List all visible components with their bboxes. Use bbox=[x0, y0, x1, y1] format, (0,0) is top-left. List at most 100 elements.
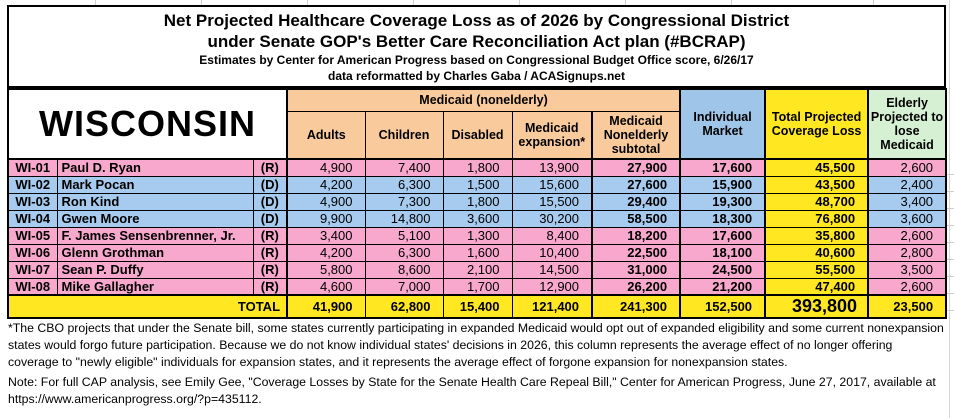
title-line-1: Net Projected Healthcare Coverage Loss a… bbox=[163, 11, 790, 30]
subtotal-cell: 58,500 bbox=[591, 209, 681, 228]
adults-cell: 5,800 bbox=[286, 260, 366, 279]
individual-market-cell: 21,200 bbox=[679, 277, 766, 296]
children-cell: 8,600 bbox=[364, 260, 444, 279]
gridline bbox=[519, 0, 520, 5]
individual-market-cell: 18,100 bbox=[679, 243, 766, 262]
expansion-cell: 8,400 bbox=[511, 226, 593, 245]
gridline bbox=[731, 0, 732, 5]
medicaid-group-header: Medicaid (nonelderly) bbox=[286, 88, 681, 112]
gridline bbox=[95, 0, 96, 5]
coverage-loss-table: WISCONSIN Medicaid (nonelderly) Individu… bbox=[7, 88, 948, 319]
children-cell: 7,400 bbox=[364, 158, 444, 177]
rep-name-cell: Mark Pocan bbox=[56, 175, 254, 194]
total-loss-cell: 43,500 bbox=[764, 175, 869, 194]
disabled-cell: 1,500 bbox=[442, 175, 513, 194]
children-cell: 7,300 bbox=[364, 192, 444, 211]
children-cell: 6,300 bbox=[364, 243, 444, 262]
elderly-cell: 2,600 bbox=[867, 226, 947, 245]
disabled-cell: 1,300 bbox=[442, 226, 513, 245]
adults-cell: 4,900 bbox=[286, 158, 366, 177]
col-header-individual-market: Individual Market bbox=[679, 88, 766, 160]
disabled-cell: 1,800 bbox=[442, 158, 513, 177]
subtotal-cell: 31,000 bbox=[591, 260, 681, 279]
rep-name-cell: F. James Sensenbrenner, Jr. bbox=[56, 226, 254, 245]
adults-cell: 4,900 bbox=[286, 192, 366, 211]
rep-name-cell: Gwen Moore bbox=[56, 209, 254, 228]
individual-market-cell: 17,600 bbox=[679, 226, 766, 245]
total-loss-cell: 40,600 bbox=[764, 243, 869, 262]
party-cell: (R) bbox=[252, 158, 288, 177]
total-subtotal-cell: 241,300 bbox=[591, 294, 681, 319]
district-cell: WI-04 bbox=[7, 209, 58, 228]
expansion-cell: 13,900 bbox=[511, 158, 593, 177]
subtotal-cell: 27,600 bbox=[591, 175, 681, 194]
district-row: WI-02 Mark Pocan (D) 4,200 6,300 1,500 1… bbox=[7, 175, 947, 194]
elderly-cell: 2,600 bbox=[867, 158, 947, 177]
total-loss-cell: 47,400 bbox=[764, 277, 869, 296]
children-cell: 5,100 bbox=[364, 226, 444, 245]
party-cell: (R) bbox=[252, 226, 288, 245]
expansion-cell: 30,200 bbox=[511, 209, 593, 228]
individual-market-cell: 17,600 bbox=[679, 158, 766, 177]
total-disabled-cell: 15,400 bbox=[442, 294, 513, 319]
district-row: WI-08 Mike Gallagher (R) 4,600 7,000 1,7… bbox=[7, 277, 947, 296]
adults-cell: 9,900 bbox=[286, 209, 366, 228]
adults-cell: 4,200 bbox=[286, 175, 366, 194]
gridline bbox=[873, 0, 874, 5]
subtitle-line-2: data reformatted by Charles Gaba / ACASi… bbox=[328, 69, 625, 83]
party-cell: (D) bbox=[252, 175, 288, 194]
individual-market-cell: 15,900 bbox=[679, 175, 766, 194]
gridline bbox=[201, 0, 202, 5]
total-expansion-cell: 121,400 bbox=[511, 294, 593, 319]
col-header-children: Children bbox=[364, 110, 444, 160]
col-header-adults: Adults bbox=[286, 110, 366, 160]
district-row: WI-07 Sean P. Duffy (R) 5,800 8,600 2,10… bbox=[7, 260, 947, 279]
total-loss-cell: 76,800 bbox=[764, 209, 869, 228]
district-row: WI-01 Paul D. Ryan (R) 4,900 7,400 1,800… bbox=[7, 158, 947, 177]
adults-cell: 4,200 bbox=[286, 243, 366, 262]
district-cell: WI-06 bbox=[7, 243, 58, 262]
rep-name-cell: Ron Kind bbox=[56, 192, 254, 211]
total-children-cell: 62,800 bbox=[364, 294, 444, 319]
expansion-cell: 14,500 bbox=[511, 260, 593, 279]
col-header-subtotal: Medicaid Nonelderly subtotal bbox=[591, 110, 681, 160]
individual-market-cell: 19,300 bbox=[679, 192, 766, 211]
disabled-cell: 3,600 bbox=[442, 209, 513, 228]
district-row: WI-04 Gwen Moore (D) 9,900 14,800 3,600 … bbox=[7, 209, 947, 228]
title-block: Net Projected Healthcare Coverage Loss a… bbox=[7, 5, 946, 88]
subtotal-cell: 29,400 bbox=[591, 192, 681, 211]
elderly-cell: 2,600 bbox=[867, 277, 947, 296]
gridline bbox=[307, 0, 308, 5]
elderly-cell: 3,400 bbox=[867, 192, 947, 211]
state-name-cell: WISCONSIN bbox=[7, 88, 288, 160]
expansion-cell: 10,400 bbox=[511, 243, 593, 262]
party-cell: (D) bbox=[252, 209, 288, 228]
total-loss-cell: 45,500 bbox=[764, 158, 869, 177]
rep-name-cell: Sean P. Duffy bbox=[56, 260, 254, 279]
elderly-cell: 2,400 bbox=[867, 175, 947, 194]
header-row-top: WISCONSIN Medicaid (nonelderly) Individu… bbox=[7, 88, 947, 160]
total-individual-cell: 152,500 bbox=[679, 294, 766, 319]
col-header-total-loss: Total Projected Coverage Loss bbox=[764, 88, 869, 160]
col-header-disabled: Disabled bbox=[442, 110, 513, 160]
subtotal-cell: 27,900 bbox=[591, 158, 681, 177]
district-row: WI-06 Glenn Grothman (R) 4,200 6,300 1,6… bbox=[7, 243, 947, 262]
gridline bbox=[947, 158, 954, 314]
individual-market-cell: 24,500 bbox=[679, 260, 766, 279]
title-line-2: under Senate GOP's Better Care Reconcili… bbox=[207, 32, 746, 51]
total-adults-cell: 41,900 bbox=[286, 294, 366, 319]
elderly-cell: 3,600 bbox=[867, 209, 947, 228]
children-cell: 6,300 bbox=[364, 175, 444, 194]
col-header-expansion: Medicaid expansion* bbox=[511, 110, 593, 160]
district-cell: WI-02 bbox=[7, 175, 58, 194]
total-loss-cell: 55,500 bbox=[764, 260, 869, 279]
party-cell: (R) bbox=[252, 243, 288, 262]
disabled-cell: 1,600 bbox=[442, 243, 513, 262]
subtotal-cell: 26,200 bbox=[591, 277, 681, 296]
children-cell: 7,000 bbox=[364, 277, 444, 296]
total-row: TOTAL 41,900 62,800 15,400 121,400 241,3… bbox=[7, 294, 947, 319]
subtotal-cell: 18,200 bbox=[591, 226, 681, 245]
district-cell: WI-07 bbox=[7, 260, 58, 279]
party-cell: (D) bbox=[252, 192, 288, 211]
